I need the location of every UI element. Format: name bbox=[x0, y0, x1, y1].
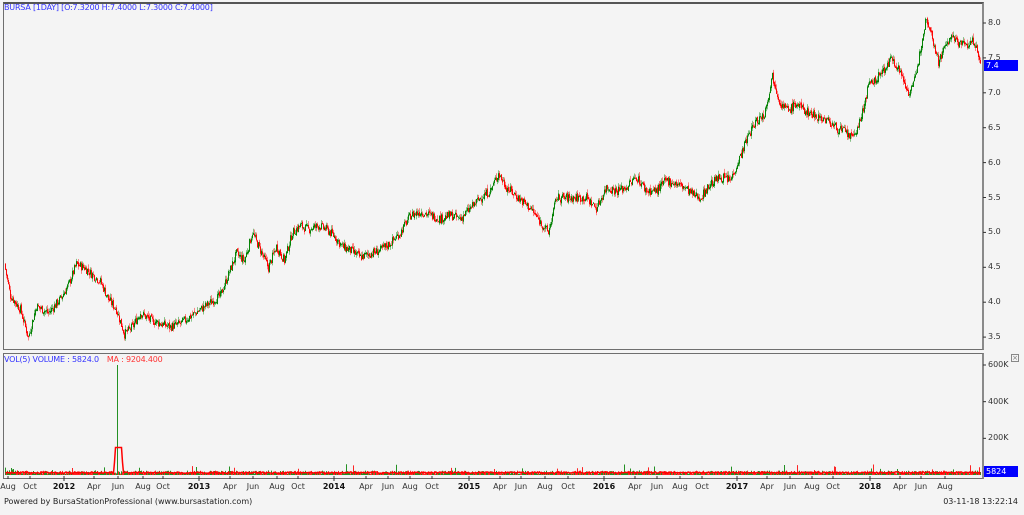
x-axis-label: Apr bbox=[893, 482, 907, 491]
price-y-tick: 4.5 bbox=[988, 262, 1001, 272]
x-axis-label: 2016 bbox=[592, 482, 616, 491]
price-y-tick: 8.0 bbox=[988, 18, 1001, 27]
x-axis-label: Apr bbox=[493, 482, 507, 491]
x-axis-label: Aug bbox=[402, 482, 418, 491]
x-axis-label: Jun bbox=[246, 482, 260, 491]
price-y-tick: 5.5 bbox=[988, 192, 1001, 202]
timestamp: 03-11-18 13:22:14 bbox=[943, 497, 1018, 506]
x-axis-label: 2013 bbox=[187, 482, 211, 491]
volume-y-tick: 600K bbox=[988, 360, 1009, 369]
x-axis-label: Aug bbox=[804, 482, 820, 491]
x-axis-label: 2014 bbox=[322, 482, 346, 491]
powered-by-text: Powered by BursaStationProfessional (www… bbox=[4, 497, 253, 506]
volume-chart-title: VOL(5) VOLUME : 5824.0 MA : 9204.400 bbox=[4, 355, 163, 364]
price-y-tick: 4.0 bbox=[988, 297, 1001, 307]
x-axis-label: Apr bbox=[359, 482, 373, 491]
x-axis-label: Aug bbox=[269, 482, 285, 491]
x-axis-label: Apr bbox=[628, 482, 642, 491]
x-axis-label: Jun bbox=[914, 482, 928, 491]
x-axis-label: Aug bbox=[0, 482, 16, 491]
close-volume-panel-icon[interactable]: × bbox=[1011, 354, 1019, 362]
x-axis-label: Aug bbox=[537, 482, 553, 491]
volume-y-tick: 400K bbox=[988, 396, 1009, 406]
x-axis-label: 2012 bbox=[52, 482, 76, 491]
price-chart-panel[interactable] bbox=[3, 2, 984, 350]
x-axis-label: Oct bbox=[826, 482, 840, 491]
x-axis-label: Jun bbox=[514, 482, 528, 491]
price-y-tick: 7.5 bbox=[988, 52, 1001, 62]
volume-label: VOL(5) VOLUME : 5824.0 bbox=[4, 355, 99, 364]
price-y-tick: 5.0 bbox=[988, 227, 1001, 237]
x-axis-label: Aug bbox=[672, 482, 688, 491]
volume-chart-panel[interactable] bbox=[3, 353, 984, 479]
x-axis-label: Aug bbox=[135, 482, 151, 491]
price-y-tick: 3.5 bbox=[988, 332, 1001, 342]
x-axis-label: Jun bbox=[111, 482, 125, 491]
price-y-tick: 6.5 bbox=[988, 122, 1001, 132]
volume-y-tick: 200K bbox=[988, 433, 1009, 443]
x-axis-label: Apr bbox=[760, 482, 774, 491]
x-axis-label: Jun bbox=[783, 482, 797, 491]
price-chart-title: BURSA [1DAY] [O:7.3200 H:7.4000 L:7.3000… bbox=[4, 3, 213, 12]
x-axis-label: Aug bbox=[937, 482, 953, 491]
x-axis-label: 2017 bbox=[725, 482, 749, 491]
x-axis-label: Apr bbox=[87, 482, 101, 491]
x-axis-label: Jun bbox=[650, 482, 664, 491]
volume-ma-label: MA : 9204.400 bbox=[106, 355, 163, 364]
last-volume-tag: 5824 bbox=[984, 466, 1018, 477]
price-y-tick: 7.0 bbox=[988, 87, 1001, 97]
x-axis-label: Oct bbox=[561, 482, 575, 491]
last-price-tag: 7.4 bbox=[984, 60, 1018, 71]
x-axis-label: Apr bbox=[223, 482, 237, 491]
x-axis-label: Oct bbox=[425, 482, 439, 491]
x-axis-label: Oct bbox=[23, 482, 37, 491]
x-axis-label: Jun bbox=[381, 482, 395, 491]
price-y-tick: 6.0 bbox=[988, 157, 1001, 167]
x-axis-label: Oct bbox=[695, 482, 709, 491]
x-axis-label: 2015 bbox=[457, 482, 481, 491]
x-axis-label: Oct bbox=[156, 482, 170, 491]
x-axis-label: Oct bbox=[291, 482, 305, 491]
x-axis-label: 2018 bbox=[858, 482, 882, 491]
